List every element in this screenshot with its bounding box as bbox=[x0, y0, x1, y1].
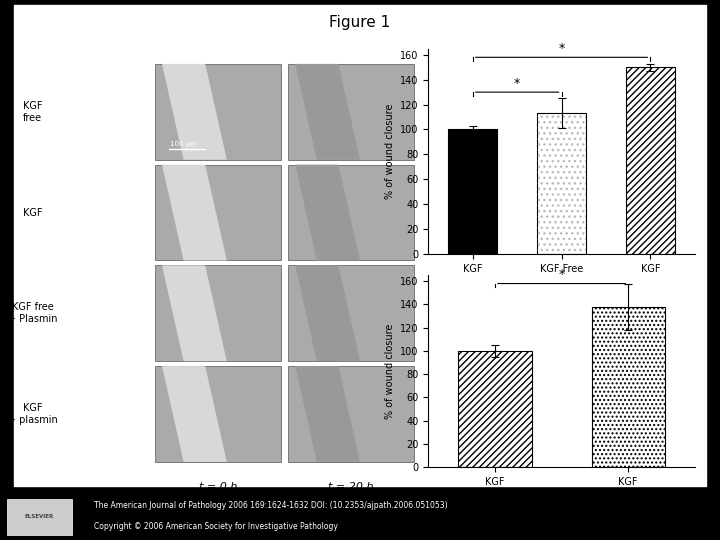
Polygon shape bbox=[162, 64, 227, 160]
Text: t = 20 h: t = 20 h bbox=[328, 482, 374, 491]
Bar bbox=[459, 351, 531, 467]
Text: 100 μm: 100 μm bbox=[170, 141, 197, 147]
Text: t = 0 h: t = 0 h bbox=[199, 482, 237, 491]
Polygon shape bbox=[295, 366, 360, 462]
Polygon shape bbox=[162, 265, 227, 361]
Text: KGF free
+ Plasmin: KGF free + Plasmin bbox=[8, 302, 57, 324]
Polygon shape bbox=[162, 165, 227, 260]
Text: Copyright © 2006 American Society for Investigative Pathology: Copyright © 2006 American Society for In… bbox=[94, 522, 338, 531]
Y-axis label: % of wound closure: % of wound closure bbox=[384, 104, 395, 199]
Polygon shape bbox=[162, 366, 227, 462]
Bar bbox=[592, 307, 665, 467]
Text: *: * bbox=[514, 77, 521, 90]
Text: KGF
free: KGF free bbox=[22, 101, 42, 123]
Text: *: * bbox=[559, 42, 564, 55]
Text: Figure 1: Figure 1 bbox=[329, 15, 391, 30]
Text: KGF: KGF bbox=[22, 207, 42, 218]
Bar bbox=[537, 113, 586, 254]
Polygon shape bbox=[295, 64, 360, 160]
FancyBboxPatch shape bbox=[14, 5, 706, 487]
Bar bbox=[7, 499, 72, 535]
Polygon shape bbox=[295, 165, 360, 260]
Text: ELSEVIER: ELSEVIER bbox=[25, 514, 54, 519]
Bar bbox=[449, 130, 498, 254]
Text: The American Journal of Pathology 2006 169:1624-1632 DOI: (10.2353/ajpath.2006.0: The American Journal of Pathology 2006 1… bbox=[94, 501, 447, 510]
Y-axis label: % of wound closure: % of wound closure bbox=[384, 323, 395, 419]
Bar bbox=[537, 113, 586, 254]
Text: *: * bbox=[559, 268, 564, 281]
Bar bbox=[626, 68, 675, 254]
Text: KGF
+ plasmin: KGF + plasmin bbox=[7, 403, 58, 425]
Polygon shape bbox=[295, 265, 360, 361]
